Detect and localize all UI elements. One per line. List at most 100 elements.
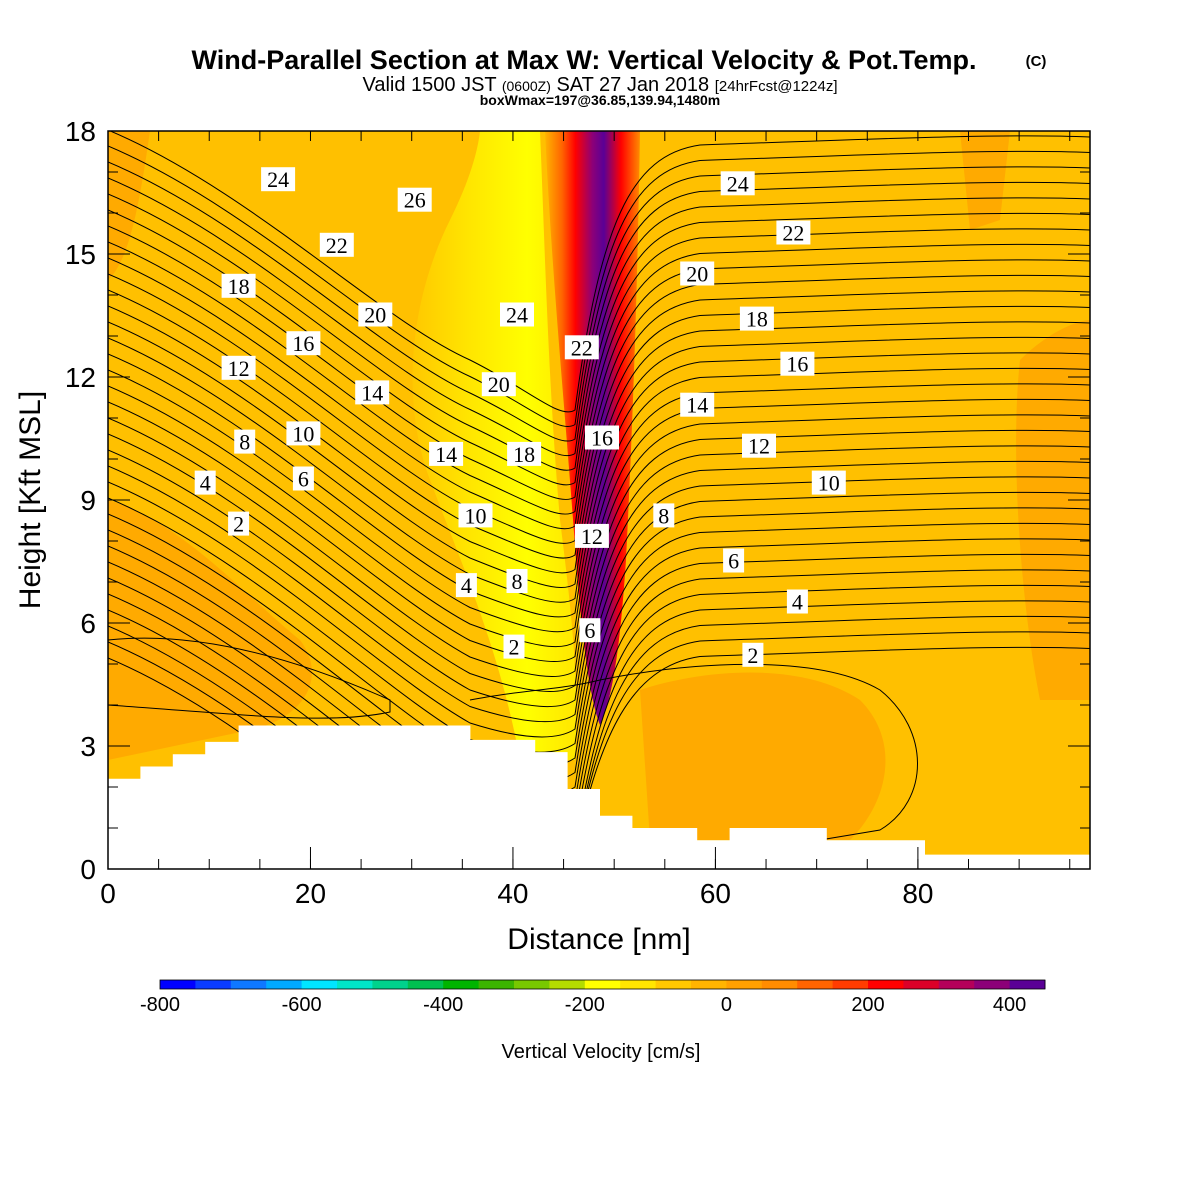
contour-label: 6	[723, 548, 745, 574]
contour-label-text: 20	[686, 262, 708, 287]
theta-contour-line	[108, 193, 1090, 471]
contour-label-text: 10	[465, 503, 487, 528]
theta-contour-line	[108, 161, 1090, 442]
colorbar-swatch	[903, 980, 940, 989]
contour-label-text: 6	[584, 618, 595, 643]
contour-label: 2	[228, 512, 250, 537]
x-tick-label: 60	[700, 878, 731, 909]
contour-label: 10	[811, 470, 846, 496]
y-tick-label: 3	[80, 731, 96, 762]
y-axis: 0 3 6 9 12 15 18	[65, 116, 1090, 885]
y-tick-label: 6	[80, 608, 96, 639]
contour-label-text: 22	[782, 221, 804, 246]
contour-label-text: 12	[581, 524, 603, 549]
subtitle-valid: Valid 1500 JST	[362, 74, 496, 96]
theta-contour-line	[108, 538, 1090, 799]
y-tick-label: 9	[80, 485, 96, 516]
theta-contour-line	[108, 476, 1090, 738]
colorbar-frame	[159, 979, 1046, 990]
contour-label: 12	[742, 433, 776, 459]
contour-label-text: 8	[658, 503, 669, 528]
contour-label: 18	[221, 273, 256, 299]
contour-label: 4	[455, 573, 477, 598]
contour-label-text: 6	[728, 549, 739, 574]
theta-contour-line	[108, 257, 1090, 530]
colorbar-swatch	[266, 980, 303, 989]
contour-label: 22	[776, 220, 811, 246]
theta-contour-line	[108, 209, 1090, 486]
contour-label-text: 20	[364, 303, 386, 328]
contour-label-text: 16	[786, 352, 808, 377]
contour-label-text: 20	[488, 372, 510, 397]
contour-label: 14	[355, 380, 390, 405]
contour-label: 26	[397, 187, 432, 213]
contour-label-text: 4	[461, 573, 472, 598]
colorbar-swatch	[761, 980, 798, 989]
colorbar-swatch	[301, 980, 338, 989]
velocity-patch-weak-up	[640, 672, 886, 840]
colorbar-swatch	[230, 980, 267, 989]
velocity-patch-weak-up	[108, 131, 150, 280]
contour-label: 8	[234, 429, 256, 455]
y-axis-label: Height [Kft MSL]	[14, 391, 47, 609]
colorbar-swatch	[655, 980, 692, 989]
colorbar-tick-label: 0	[721, 994, 732, 1016]
contour-label: 20	[481, 372, 516, 397]
downdraft-band	[412, 131, 577, 760]
colorbar-swatch	[797, 980, 834, 989]
contour-label-text: 8	[512, 569, 523, 594]
contour-label: 14	[680, 392, 715, 418]
x-tick-label: 40	[497, 878, 528, 909]
contour-label-text: 14	[686, 393, 708, 418]
contour-label: 22	[564, 335, 599, 360]
contour-label: 16	[286, 331, 321, 356]
colorbar-tick-label: -800	[140, 994, 180, 1016]
x-tick-label: 0	[100, 878, 116, 909]
contour-label-text: 24	[727, 171, 749, 196]
contour-label-text: 10	[818, 471, 840, 496]
colorbar-swatch	[478, 980, 515, 989]
contour-label: 2	[742, 642, 764, 668]
colorbar-label: Vertical Velocity [cm/s]	[502, 1041, 701, 1063]
terrain-mask	[108, 725, 1090, 869]
contour-label-text: 18	[746, 307, 768, 332]
contour-label: 20	[358, 302, 393, 328]
colorbar-swatch	[691, 980, 727, 989]
velocity-patch-weak-up	[108, 500, 312, 760]
colorbar-swatch	[549, 980, 586, 989]
colorbar-swatch	[938, 980, 975, 989]
contour-label-text: 6	[298, 467, 309, 492]
contour-label-text: 16	[292, 331, 314, 356]
x-axis: 0 20 40 60 80	[100, 131, 1071, 909]
theta-contour-line	[108, 352, 1090, 618]
contour-label-text: 2	[233, 512, 244, 537]
x-axis-label: Distance [nm]	[507, 923, 690, 956]
colorbar-swatch	[584, 980, 621, 989]
y-tick-label: 18	[65, 116, 96, 147]
colorbar-swatch	[160, 980, 196, 989]
y-tick-label: 15	[65, 239, 96, 270]
contour-label: 10	[286, 421, 321, 446]
theta-contour-line	[108, 177, 1090, 457]
colorbar-swatch	[620, 980, 657, 989]
copyright-mark: (C)	[1026, 53, 1047, 70]
theta-contour-line	[108, 367, 1090, 633]
theta-contour-line	[108, 637, 391, 719]
theta-contour-line	[108, 460, 1090, 723]
contour-label-text: 22	[571, 335, 593, 360]
colorbar-swatch	[868, 980, 904, 989]
contour-label-text: 14	[435, 442, 457, 467]
contour-label: 22	[319, 232, 354, 258]
subtitle-box-wmax: boxWmax=197@36.85,139.94,1480m	[480, 92, 721, 108]
theta-contour-line	[108, 289, 1090, 559]
contour-label-text: 26	[404, 188, 426, 213]
contour-label: 12	[574, 523, 609, 549]
colorbar	[159, 979, 1046, 990]
colorbar-swatch	[337, 980, 373, 989]
subtitle-utc: (0600Z)	[502, 78, 551, 94]
contour-label-text: 8	[239, 430, 250, 455]
contour-label: 24	[261, 167, 296, 192]
contour-label-text: 24	[267, 167, 289, 192]
